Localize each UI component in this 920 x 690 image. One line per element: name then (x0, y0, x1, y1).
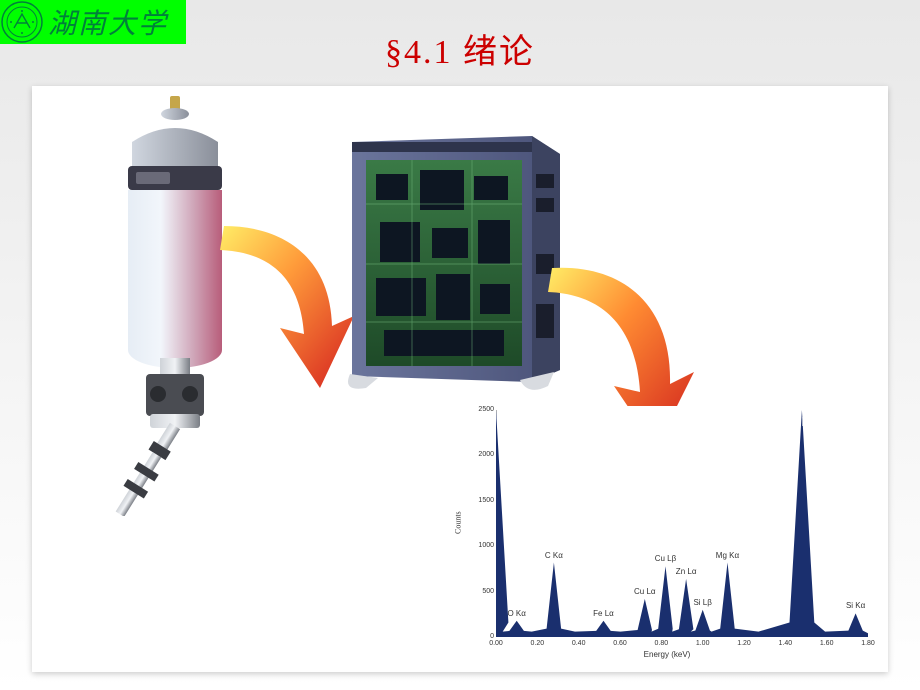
chart-xtick: 0.80 (655, 640, 669, 647)
peak-label: Fe Lα (593, 609, 614, 618)
chart-xtick: 1.60 (820, 640, 834, 647)
chart-xlabel: Energy (keV) (462, 650, 872, 659)
chart-plot-area (496, 410, 868, 637)
peak-label: Al Kα (785, 414, 819, 429)
peak-label: Si Kα (846, 601, 865, 610)
chart-xtick: 1.00 (696, 640, 710, 647)
chart-ytick: 2000 (472, 451, 494, 458)
chart-ytick: 0 (472, 633, 494, 640)
chart-xtick: 1.20 (737, 640, 751, 647)
chart-ytick: 500 (472, 588, 494, 595)
chart-ytick: 1000 (472, 542, 494, 549)
chart-xtick: 0.60 (613, 640, 627, 647)
chart-xtick: 1.80 (861, 640, 875, 647)
eds-spectrum-chart: Counts Energy (keV) 05001000150020002500… (462, 406, 872, 661)
peak-label: C Kα (545, 551, 563, 560)
pulse-processor-illustration (332, 134, 570, 394)
chart-xtick: 1.40 (779, 640, 793, 647)
chart-ylabel: Counts (454, 511, 463, 534)
peak-label: O Kα (507, 609, 525, 618)
chart-ytick: 1500 (472, 497, 494, 504)
peak-label: Mg Kα (716, 551, 739, 560)
slide-content-frame: Counts Energy (keV) 0 500 1000 1500 2000 2500… (32, 86, 888, 672)
slide-title: §4.1 绪论 (0, 24, 920, 73)
peak-label: Cu Lα (634, 587, 656, 596)
chart-xtick: 0.00 (489, 640, 503, 647)
peak-label: Si Lβ (693, 598, 711, 607)
peak-label: Zn Lα (676, 567, 697, 576)
chart-xtick: 0.40 (572, 640, 586, 647)
chart-xtick: 0.20 (531, 640, 545, 647)
chart-ytick: 2500 (472, 406, 494, 413)
peak-label: Cu Lβ (655, 554, 677, 563)
